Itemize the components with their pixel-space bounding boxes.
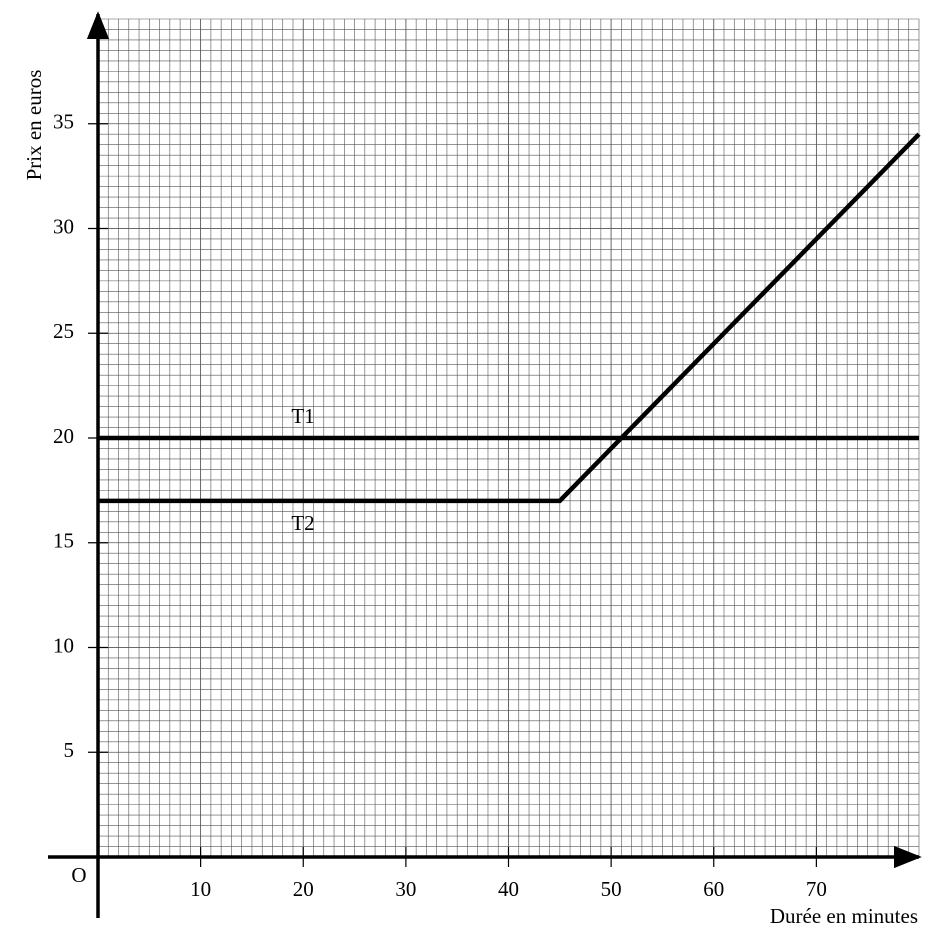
y-tick-label: 20 <box>53 424 74 448</box>
series-label: T2 <box>291 511 314 535</box>
x-tick-label: 70 <box>806 877 827 901</box>
y-tick-label: 25 <box>53 319 74 343</box>
x-axis-title: Durée en minutes <box>770 904 918 928</box>
x-tick-label: 60 <box>703 877 724 901</box>
y-tick-label: 30 <box>53 214 74 238</box>
y-axis-title: Prix en euros <box>22 70 46 181</box>
y-tick-label: 15 <box>53 529 74 553</box>
x-tick-label: 30 <box>395 877 416 901</box>
y-tick-label: 35 <box>53 110 74 134</box>
x-tick-label: 40 <box>498 877 519 901</box>
x-tick-label: 50 <box>601 877 622 901</box>
origin-label: O <box>71 863 86 887</box>
y-tick-label: 5 <box>64 738 75 762</box>
series-label: T1 <box>291 404 314 428</box>
line <box>98 132 921 504</box>
x-tick-label: 10 <box>190 877 211 901</box>
y-tick-label: 10 <box>53 633 74 657</box>
x-tick-label: 20 <box>293 877 314 901</box>
